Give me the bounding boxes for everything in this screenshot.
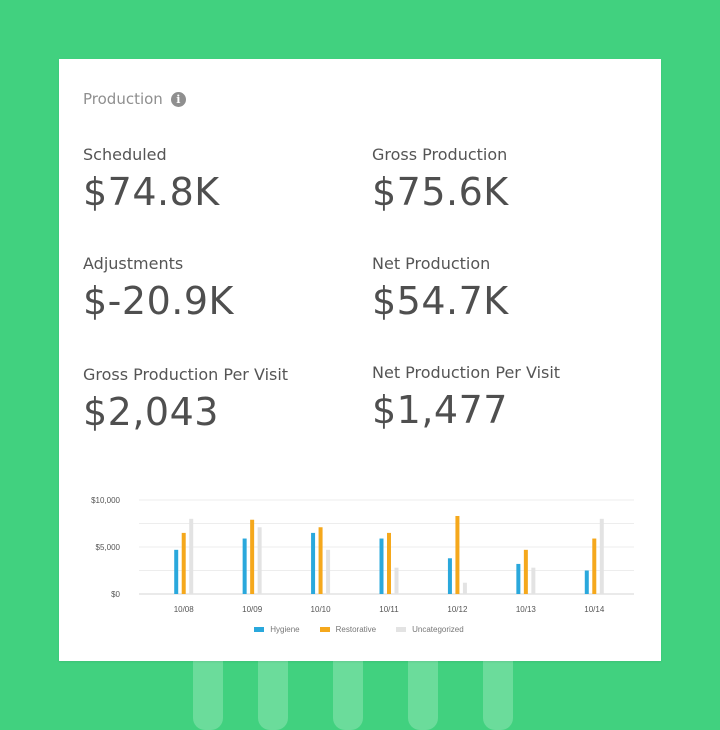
metric-value: $75.6K [372,170,509,214]
bar-hygiene-10-13[interactable] [516,563,521,594]
bar-restorative-10-14[interactable] [592,538,597,594]
legend-item-hygiene[interactable]: Hygiene [254,625,300,634]
metric-net-production: Net Production $54.7K [372,254,509,323]
legend-item-uncategorized[interactable]: Uncategorized [396,625,464,634]
card-header: Production i [83,89,186,109]
bar-uncategorized-10-11[interactable] [394,567,399,594]
metric-label: Net Production [372,254,491,273]
metric-label: Gross Production [372,145,508,164]
bar-uncategorized-10-12[interactable] [462,582,467,594]
card-title: Production [83,90,163,108]
metric-value: $-20.9K [83,279,234,323]
info-icon[interactable]: i [170,91,186,107]
bar-restorative-10-13[interactable] [523,549,528,594]
legend-label: Uncategorized [412,625,464,634]
x-tick-label: 10/12 [447,605,468,614]
metric-value: $2,043 [83,390,219,434]
bar-hygiene-10-10[interactable] [311,532,316,594]
legend-label: Hygiene [270,625,300,634]
bar-uncategorized-10-09[interactable] [257,527,262,594]
metric-gross-production: Gross Production $75.6K [372,145,509,214]
x-tick-label: 10/14 [584,605,605,614]
legend-label: Restorative [335,625,377,634]
x-tick-label: 10/13 [516,605,537,614]
metric-label: Adjustments [83,254,184,273]
chart-legend: Hygiene Restorative Uncategorized [79,625,639,634]
legend-item-restorative[interactable]: Restorative [319,625,377,634]
metric-value: $54.7K [372,279,509,323]
bar-restorative-10-11[interactable] [387,532,391,594]
bar-hygiene-10-14[interactable] [584,570,589,595]
production-card: Production i Scheduled $74.8K Gross Prod… [59,59,661,661]
metric-adjustments: Adjustments $-20.9K [83,254,234,323]
legend-swatch [254,627,265,632]
bar-uncategorized-10-08[interactable] [189,518,194,594]
legend-swatch [319,627,330,632]
y-tick-label: $5,000 [96,543,121,552]
bar-restorative-10-10[interactable] [318,527,323,594]
metric-label: Scheduled [83,145,167,164]
metric-label: Gross Production Per Visit [83,365,289,384]
production-chart: $10,000 $5,000 $0 10/08 10/09 10/10 10/11 10/12… [79,487,639,647]
metric-value: $1,477 [372,388,508,432]
bar-restorative-10-12[interactable] [455,515,460,594]
x-tick-label: 10/09 [242,605,263,614]
legend-swatch [396,627,407,632]
metric-net-production-per-visit: Net Production Per Visit $1,477 [372,363,560,432]
bar-uncategorized-10-10[interactable] [326,549,331,594]
bar-uncategorized-10-14[interactable] [599,518,604,594]
metric-scheduled: Scheduled $74.8K [83,145,220,214]
bar-hygiene-10-12[interactable] [447,558,452,594]
bar-uncategorized-10-13[interactable] [531,567,536,594]
bar-restorative-10-08[interactable] [181,532,186,594]
bar-hygiene-10-09[interactable] [242,538,247,594]
y-tick-label: $0 [111,590,120,599]
bar-restorative-10-09[interactable] [250,519,255,594]
metric-value: $74.8K [83,170,220,214]
metric-label: Net Production Per Visit [372,363,561,382]
y-tick-label: $10,000 [91,496,120,505]
bar-hygiene-10-11[interactable] [379,538,384,594]
x-tick-label: 10/08 [174,605,195,614]
bar-hygiene-10-08[interactable] [174,549,179,594]
x-tick-label: 10/10 [311,605,332,614]
x-tick-label: 10/11 [379,605,399,614]
metric-gross-production-per-visit: Gross Production Per Visit $2,043 [83,365,288,434]
bar-chart-svg: $10,000 $5,000 $0 10/08 10/09 10/10 10/11 10/12… [91,496,634,614]
